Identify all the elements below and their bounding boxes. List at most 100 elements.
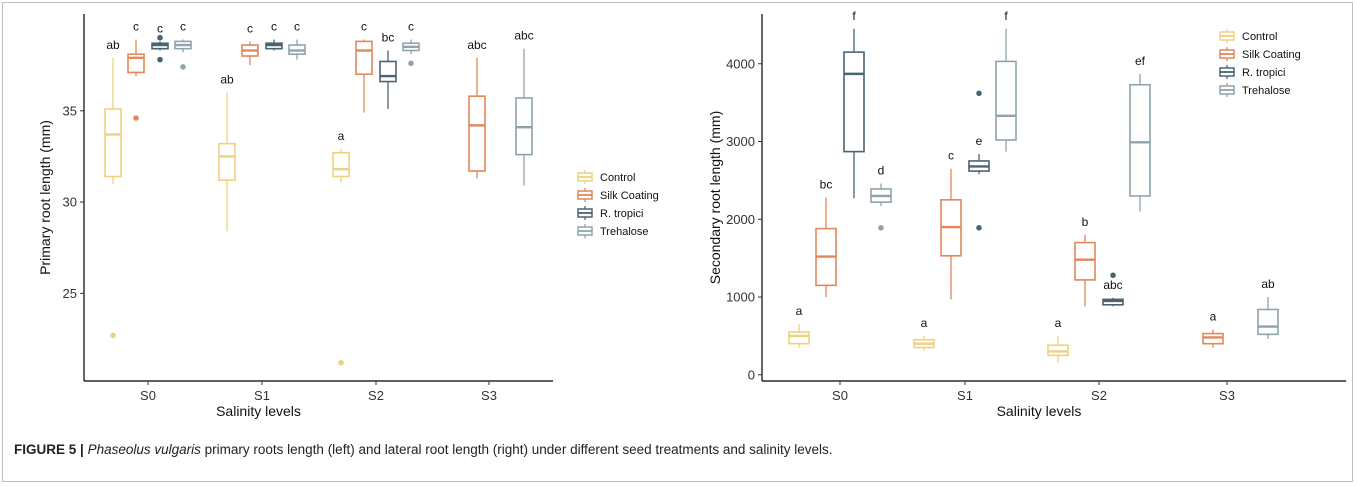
legend: Control Silk Coating R. tropici Trehalose xyxy=(1219,29,1301,97)
legend-label: R. tropici xyxy=(1242,67,1285,79)
box-trehalose-s1: c xyxy=(288,20,306,60)
box-rtropici-s1: c xyxy=(265,20,283,51)
box-control-s2: a xyxy=(332,129,350,366)
box-trehalose-s2: ef xyxy=(1129,54,1151,212)
significance-label: b xyxy=(1082,215,1089,229)
caption-label: FIGURE 5 | xyxy=(14,442,84,457)
legend-item: Trehalose xyxy=(577,224,649,238)
box-iqr xyxy=(379,60,397,83)
outlier-point xyxy=(976,90,982,97)
significance-label: f xyxy=(1004,9,1008,23)
significance-label: a xyxy=(921,316,928,330)
outlier-point xyxy=(157,34,163,41)
significance-label: a xyxy=(338,129,345,143)
box-control-s0: a xyxy=(788,304,810,348)
legend-label: Trehalose xyxy=(1242,85,1291,97)
legend-item: Silk Coating xyxy=(577,188,659,202)
box-control-s1: ab xyxy=(218,73,236,232)
box-iqr xyxy=(468,95,486,172)
caption-species: Phaseolus vulgaris xyxy=(87,442,201,457)
outlier-point xyxy=(1110,272,1116,279)
y-tick-label: 4000 xyxy=(726,56,755,71)
significance-label: c xyxy=(133,20,139,34)
secondary-root-chart: 0 1000 2000 3000 4000 S0 S1 S2 S3 Salinity levels… xyxy=(707,9,1346,419)
box-iqr xyxy=(104,108,122,178)
box-trehalose-s2: c xyxy=(402,20,420,67)
y-tick-label: 25 xyxy=(63,286,77,301)
significance-label: c xyxy=(180,20,186,34)
box-silkcoating-s0: bc xyxy=(815,178,837,298)
x-tick-label: S3 xyxy=(481,388,497,403)
significance-label: a xyxy=(796,304,803,318)
y-tick-label: 3000 xyxy=(726,134,755,149)
box-silkcoating-s2: c xyxy=(355,20,373,113)
legend-label: Silk Coating xyxy=(600,190,659,202)
significance-label: c xyxy=(361,20,367,34)
significance-label: f xyxy=(852,9,856,23)
y-axis-title: Primary root length (mm) xyxy=(37,120,53,275)
legend-item: Control xyxy=(1219,29,1277,43)
box-trehalose-s1: f xyxy=(995,9,1017,152)
outlier-point xyxy=(338,359,344,366)
outlier-point xyxy=(133,115,139,121)
box-iqr xyxy=(843,51,865,153)
significance-label: ab xyxy=(220,73,234,87)
x-tick-label: S0 xyxy=(832,388,848,403)
primary-root-chart: 25 30 35 S0 S1 S2 S3 Salinity levels Primary roo… xyxy=(37,14,659,419)
outlier-point xyxy=(157,56,163,63)
significance-label: bc xyxy=(382,31,395,45)
box-silkcoating-s3: abc xyxy=(467,38,487,179)
box-rtropici-s2: bc xyxy=(379,31,397,109)
significance-label: d xyxy=(878,164,885,178)
y-tick-label: 35 xyxy=(63,103,77,118)
x-axis-title: Salinity levels xyxy=(216,403,301,419)
box-silkcoating-s0: c xyxy=(127,20,145,121)
legend-item: R. tropici xyxy=(1219,65,1285,79)
outlier-point xyxy=(408,60,414,67)
outlier-point xyxy=(110,332,116,339)
y-tick-label: 1000 xyxy=(726,290,755,305)
box-iqr xyxy=(355,40,373,76)
x-tick-label: S0 xyxy=(140,388,156,403)
significance-label: c xyxy=(247,21,253,35)
significance-label: c xyxy=(294,20,300,34)
legend-label: Control xyxy=(600,172,635,184)
significance-label: c xyxy=(271,20,277,34)
outlier-point xyxy=(976,225,982,231)
x-tick-label: S1 xyxy=(254,388,270,403)
significance-label: ef xyxy=(1135,54,1146,68)
outlier-point xyxy=(878,225,884,231)
x-tick-label: S1 xyxy=(957,388,973,403)
significance-label: ab xyxy=(106,38,120,52)
significance-label: c xyxy=(948,149,954,163)
box-iqr xyxy=(995,60,1017,141)
caption-text: primary roots length (left) and lateral … xyxy=(200,442,833,457)
significance-label: a xyxy=(1055,316,1062,330)
significance-label: c xyxy=(408,20,414,34)
legend-item: Silk Coating xyxy=(1219,47,1301,61)
box-trehalose-s3: ab xyxy=(1257,277,1279,340)
legend-label: Control xyxy=(1242,31,1277,43)
box-iqr xyxy=(218,142,236,181)
box-control-s2: a xyxy=(1047,316,1069,364)
x-tick-label: S2 xyxy=(1091,388,1107,403)
box-trehalose-s3: abc xyxy=(514,29,534,186)
significance-label: abc xyxy=(514,29,533,43)
legend-item: Control xyxy=(577,170,635,184)
box-trehalose-s0: d xyxy=(870,164,892,231)
figure-caption: FIGURE 5 | Phaseolus vulgaris primary ro… xyxy=(14,442,1334,457)
significance-label: a xyxy=(1210,310,1217,324)
box-rtropici-s2: abc xyxy=(1102,272,1124,307)
box-control-s1: a xyxy=(913,316,935,351)
box-silkcoating-s1: c xyxy=(940,149,962,300)
box-rtropici-s0: c xyxy=(151,21,169,63)
legend-item: Trehalose xyxy=(1219,83,1291,97)
significance-label: abc xyxy=(1103,278,1122,292)
significance-label: e xyxy=(976,134,983,148)
box-silkcoating-s1: c xyxy=(241,21,259,66)
legend-item: R. tropici xyxy=(577,206,643,220)
significance-label: bc xyxy=(820,178,833,192)
box-iqr xyxy=(788,331,810,345)
box-iqr xyxy=(1074,241,1096,281)
